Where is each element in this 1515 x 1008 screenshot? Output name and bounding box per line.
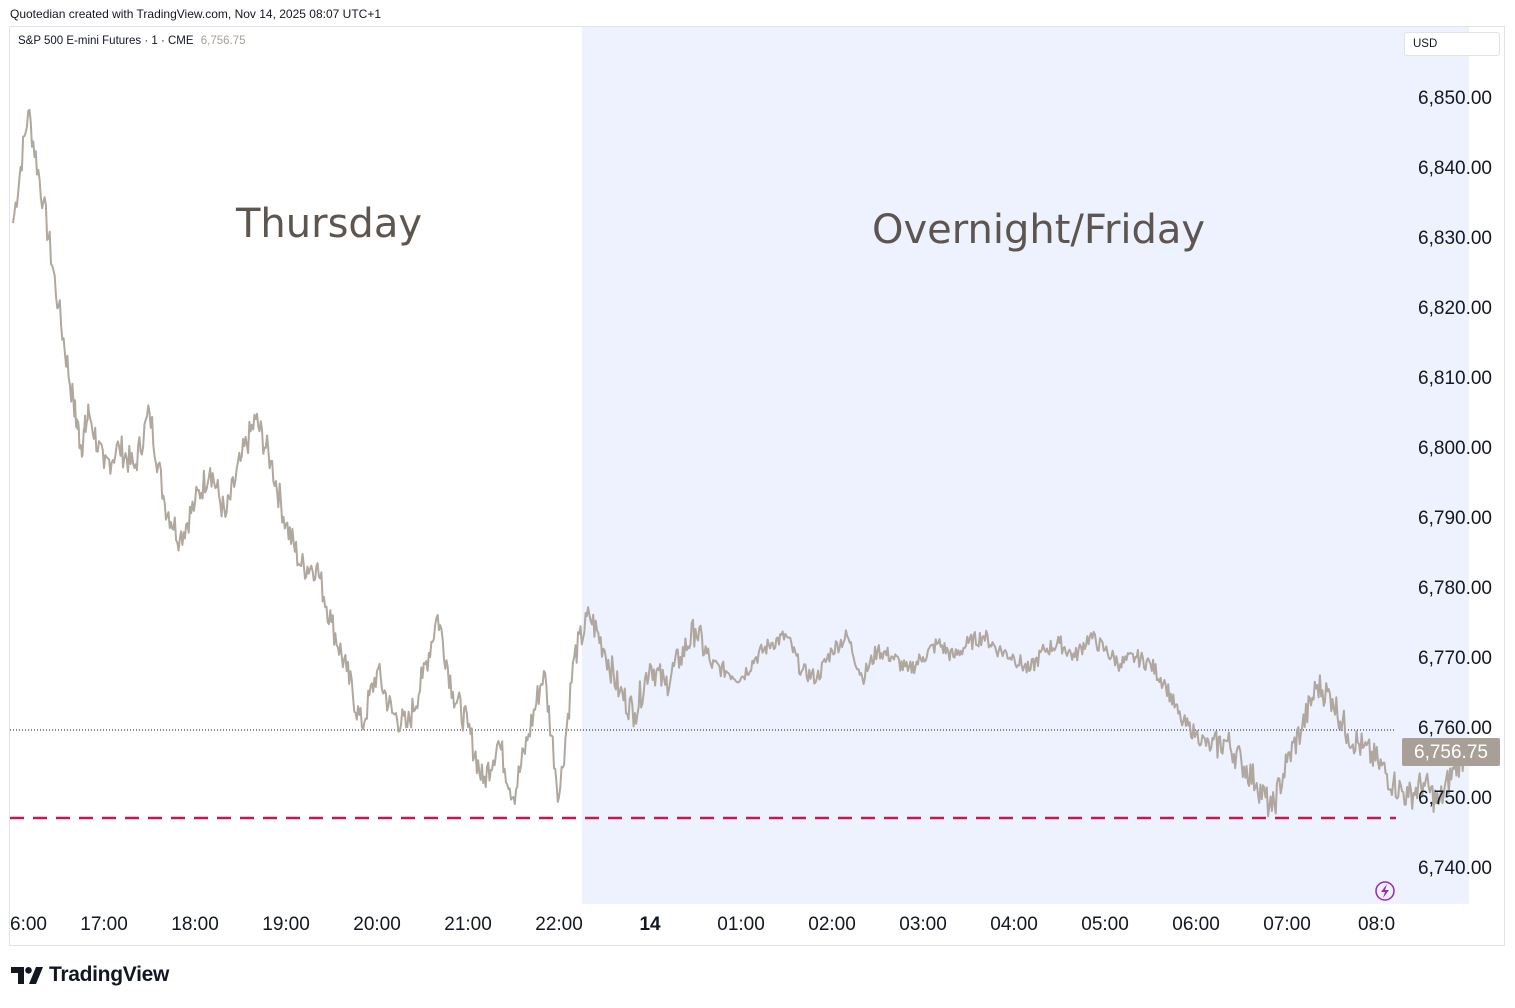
x-tick-label: 18:00 [171, 914, 219, 935]
currency-selector[interactable]: USD [1404, 32, 1500, 56]
x-tick-label: 01:00 [717, 914, 765, 935]
x-tick-label: 6:00 [10, 914, 47, 935]
symbol-legend: S&P 500 E-mini Futures · 1 · CME 6,756.7… [18, 35, 246, 47]
y-tick-label: 6,750.00 [1418, 788, 1492, 809]
x-tick-label: 05:00 [1081, 914, 1129, 935]
x-tick-label: 20:00 [353, 914, 401, 935]
price-axis[interactable]: 6,740.00 6,750.00 6,760.00 6,770.00 6,780.00… [1418, 88, 1492, 879]
x-tick-label: 02:00 [808, 914, 856, 935]
x-tick-label: 21:00 [444, 914, 492, 935]
y-tick-label: 6,740.00 [1418, 858, 1492, 879]
x-tick-label: 19:00 [262, 914, 310, 935]
overnight-session-shade [581, 27, 1470, 904]
y-tick-label: 6,850.00 [1418, 88, 1492, 109]
y-tick-label: 6,840.00 [1418, 158, 1492, 179]
y-tick-label: 6,800.00 [1418, 438, 1492, 459]
last-price-tag-label: 6,756.75 [1414, 742, 1488, 763]
header-caption: Quotedian created with TradingView.com, … [10, 7, 381, 21]
x-tick-label: 03:00 [899, 914, 947, 935]
x-tick-label: 06:00 [1172, 914, 1220, 935]
tradingview-logo-icon [11, 966, 43, 984]
y-tick-label: 6,790.00 [1418, 508, 1492, 529]
x-tick-label: 04:00 [990, 914, 1038, 935]
time-axis[interactable]: 6:00 17:00 18:00 19:00 20:00 21:00 22:00 14 01:0… [10, 914, 1395, 935]
brand-name: TradingView [49, 963, 170, 986]
lightning-icon[interactable] [1375, 881, 1395, 901]
symbol-title: S&P 500 E-mini Futures · 1 · CME [18, 35, 194, 47]
x-tick-label: 22:00 [535, 914, 583, 935]
tradingview-logo: TradingView [11, 963, 169, 987]
y-tick-label: 6,810.00 [1418, 368, 1492, 389]
price-series-line [12, 108, 1470, 818]
annotation-thursday: Thursday [235, 201, 422, 247]
y-tick-label: 6,760.00 [1418, 718, 1492, 739]
x-tick-label: 07:00 [1263, 914, 1311, 935]
chart-frame [9, 26, 1505, 946]
y-tick-label: 6,780.00 [1418, 578, 1492, 599]
annotation-overnight-friday: Overnight/Friday [872, 207, 1205, 253]
legend-last-price: 6,756.75 [200, 35, 246, 47]
y-tick-label: 6,820.00 [1418, 298, 1492, 319]
y-tick-label: 6,830.00 [1418, 228, 1492, 249]
x-tick-label: 08:0 [1358, 914, 1395, 935]
x-tick-label: 14 [639, 914, 661, 935]
x-tick-label: 17:00 [80, 914, 128, 935]
y-tick-label: 6,770.00 [1418, 648, 1492, 669]
last-price-tag: 6,756.75 [1402, 738, 1500, 766]
